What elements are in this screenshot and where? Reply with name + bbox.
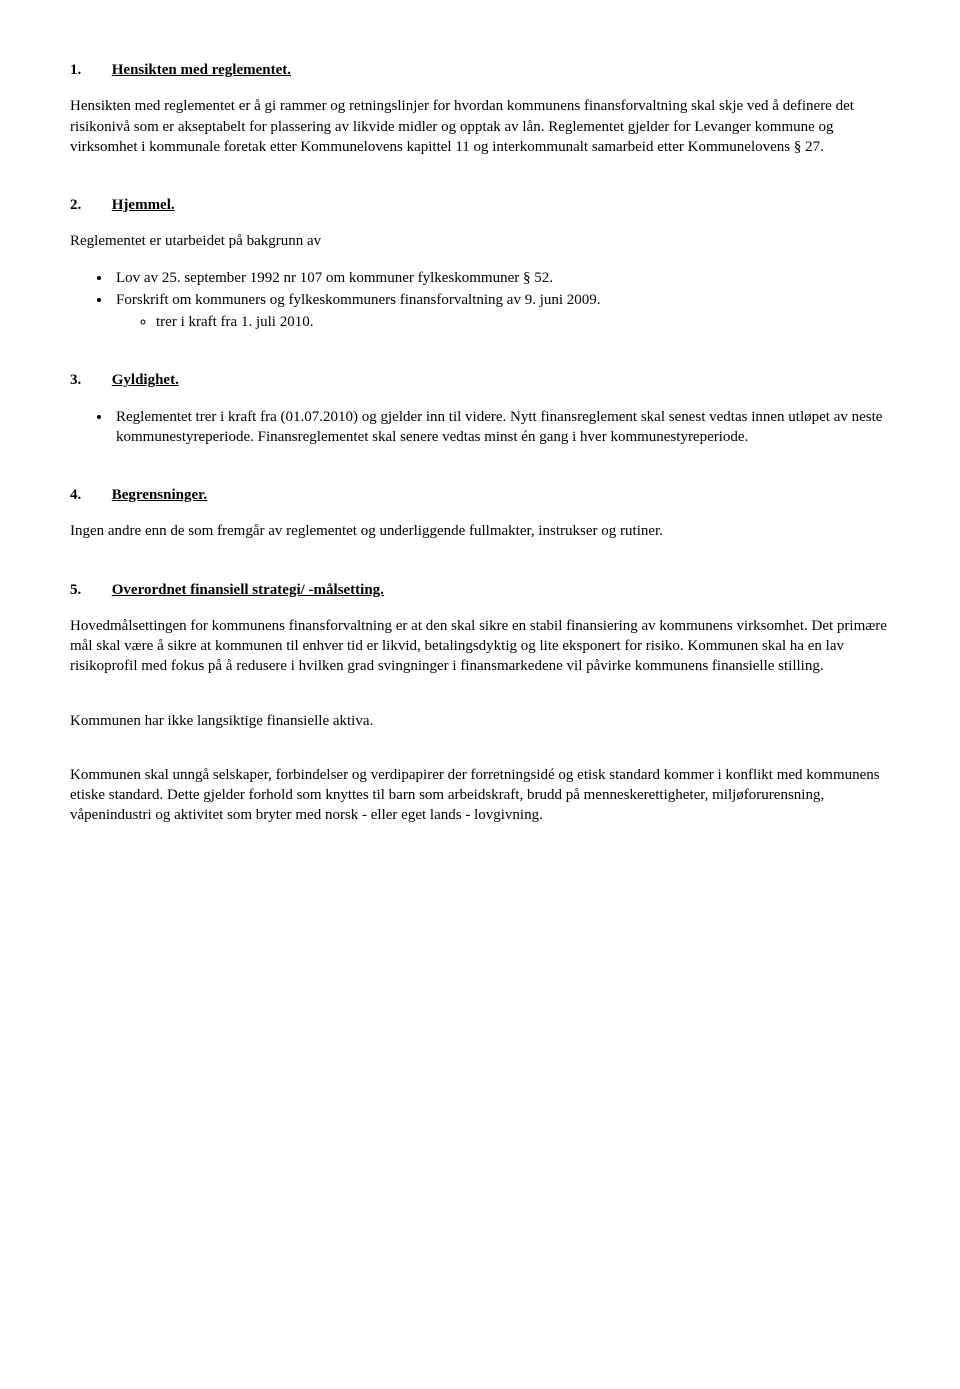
section-4: 4. Begrensninger. Ingen andre enn de som… <box>70 485 890 542</box>
heading-1: 1. Hensikten med reglementet. <box>70 60 890 80</box>
list-item: Lov av 25. september 1992 nr 107 om komm… <box>112 268 890 288</box>
list-item: Forskrift om kommuners og fylkeskommuner… <box>112 290 890 333</box>
paragraph: Ingen andre enn de som fremgår av reglem… <box>70 521 890 541</box>
heading-title: Overordnet finansiell strategi/ -målsett… <box>112 582 384 598</box>
paragraph: Kommunen skal unngå selskaper, forbindel… <box>70 765 890 826</box>
heading-2: 2. Hjemmel. <box>70 195 890 215</box>
list-item: Reglementet trer i kraft fra (01.07.2010… <box>112 407 890 448</box>
heading-number: 1. <box>70 60 108 80</box>
heading-number: 4. <box>70 485 108 505</box>
list-item-text: Forskrift om kommuners og fylkeskommuner… <box>116 292 601 308</box>
heading-number: 2. <box>70 195 108 215</box>
list-item: trer i kraft fra 1. juli 2010. <box>156 312 890 332</box>
heading-4: 4. Begrensninger. <box>70 485 890 505</box>
paragraph: Hensikten med reglementet er å gi rammer… <box>70 96 890 157</box>
list-item-text: Reglementet trer i kraft fra (01.07.2010… <box>116 409 882 445</box>
section-1: 1. Hensikten med reglementet. Hensikten … <box>70 60 890 157</box>
heading-title: Gyldighet. <box>112 372 179 388</box>
section-2: 2. Hjemmel. Reglementet er utarbeidet på… <box>70 195 890 332</box>
heading-title: Hensikten med reglementet. <box>112 62 291 78</box>
heading-3: 3. Gyldighet. <box>70 370 890 390</box>
bullet-list: Reglementet trer i kraft fra (01.07.2010… <box>70 407 890 448</box>
heading-title: Begrensninger. <box>112 487 207 503</box>
list-item-text: Lov av 25. september 1992 nr 107 om komm… <box>116 270 553 286</box>
paragraph: Hovedmålsettingen for kommunens finansfo… <box>70 616 890 677</box>
section-3: 3. Gyldighet. Reglementet trer i kraft f… <box>70 370 890 447</box>
bullet-list: Lov av 25. september 1992 nr 107 om komm… <box>70 268 890 333</box>
heading-number: 5. <box>70 580 108 600</box>
heading-5: 5. Overordnet finansiell strategi/ -måls… <box>70 580 890 600</box>
heading-number: 3. <box>70 370 108 390</box>
sub-list: trer i kraft fra 1. juli 2010. <box>116 312 890 332</box>
list-item-text: trer i kraft fra 1. juli 2010. <box>156 314 313 330</box>
section-5: 5. Overordnet finansiell strategi/ -måls… <box>70 580 890 826</box>
paragraph: Reglementet er utarbeidet på bakgrunn av <box>70 231 890 251</box>
paragraph: Kommunen har ikke langsiktige finansiell… <box>70 711 890 731</box>
heading-title: Hjemmel. <box>112 197 175 213</box>
